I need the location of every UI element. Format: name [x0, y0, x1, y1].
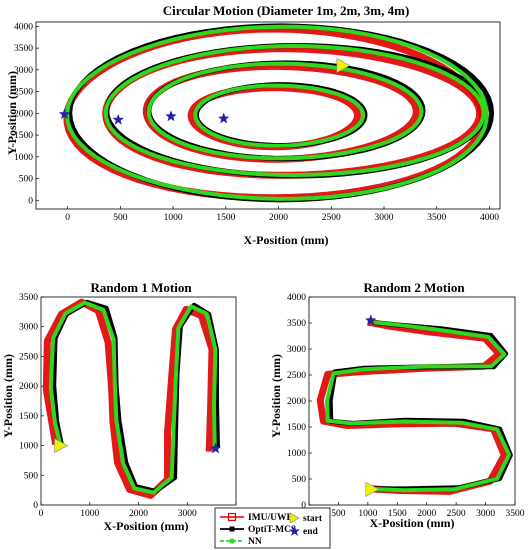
- legend-imu-label: IMU/UWB: [248, 513, 294, 523]
- random2-ytick-label: 500: [292, 475, 307, 485]
- random1-ytick-label: 3000: [19, 323, 38, 333]
- random2-opti-trace: [327, 320, 513, 492]
- random2-chart-title: Random 2 Motion: [363, 280, 465, 295]
- random2-nn-trace-dots: [326, 321, 510, 491]
- random2-ytick-label: 1500: [287, 423, 306, 433]
- random1-end-marker: [209, 442, 222, 454]
- random1-chart-title: Random 1 Motion: [90, 280, 192, 295]
- random1-motion-chart: 0100020003000400005001000150020002500300…: [19, 293, 246, 519]
- random2-end-marker: [365, 314, 377, 326]
- random1-imu-trace: [42, 298, 216, 499]
- random2-nn-trace: [325, 320, 512, 493]
- random1-ytick-label: 1500: [19, 412, 38, 422]
- circular-start-marker: [336, 57, 351, 73]
- circular-motion-chart: 0 500 1000 1500 2000 2500 3000 3500 4000 0 500 1000…: [14, 21, 501, 223]
- circular-chart-ylabel: Y-Position (mm): [5, 71, 19, 155]
- random2-xtick-label: 1500: [388, 509, 407, 519]
- random2-xtick-label: 1000: [358, 509, 377, 519]
- circular-xtick-label: 4000: [480, 213, 499, 223]
- circular-end-marker: [218, 112, 230, 124]
- random2-ytick-label: 3500: [287, 319, 306, 329]
- circular-end-marker: [58, 108, 71, 119]
- random2-xtick-label: 500: [331, 509, 346, 519]
- circular-end-marker: [112, 113, 124, 125]
- circular-ytick-label: 500: [19, 175, 34, 185]
- legend-end-marker: [289, 525, 300, 536]
- legend-imu-marker: [227, 512, 237, 522]
- random2-ytick-label: 3000: [287, 345, 306, 355]
- random1-ytick-label: 500: [24, 471, 39, 481]
- random1-ytick-label: 1000: [19, 442, 38, 452]
- circular-nn-trace-dots: [147, 62, 423, 160]
- random1-xtick-label: 3000: [178, 509, 197, 519]
- random1-nn-trace: [48, 300, 218, 495]
- random2-ytick-label: 1000: [287, 449, 306, 459]
- random2-ytick-label: 2500: [287, 371, 306, 381]
- random1-xtick-label: 1000: [80, 509, 99, 519]
- circular-xtick-label: 0: [65, 213, 70, 223]
- circular-end-marker: [165, 110, 177, 122]
- legend: IMU/UWB OptiT-MCS NN start end: [214, 507, 331, 549]
- random2-imu-trace: [316, 318, 508, 495]
- legend-nn-marker: [229, 538, 235, 544]
- random2-motion-chart: 0500100015002000250030003500050010001500…: [287, 293, 525, 519]
- circular-chart-title: Circular Motion (Diameter 1m, 2m, 3m, 4m…: [163, 3, 410, 18]
- circular-ytick-label: 3500: [14, 44, 33, 54]
- circular-xtick-label: 3500: [427, 213, 446, 223]
- circular-nn-trace: [193, 83, 366, 148]
- legend-opti-label: OptiT-MCS: [248, 525, 296, 535]
- random1-ytick-label: 3500: [19, 293, 38, 303]
- random2-ytick-label: 2000: [287, 397, 306, 407]
- random1-xtick-label: 0: [39, 509, 44, 519]
- circular-axes-frame: [35, 21, 501, 210]
- random2-xtick-label: 3000: [476, 509, 495, 519]
- random2-xtick-label: 2500: [447, 509, 466, 519]
- circular-xtick-label: 2000: [269, 213, 288, 223]
- legend-start-marker: [289, 512, 300, 524]
- random2-start-marker: [365, 481, 380, 497]
- circular-chart-xlabel: X-Position (mm): [244, 233, 329, 247]
- random2-xtick-label: 3500: [506, 509, 525, 519]
- random2-ytick-label: 4000: [287, 293, 306, 303]
- circular-xtick-label: 1000: [164, 213, 183, 223]
- circular-ytick-label: 2000: [14, 109, 33, 119]
- random2-ytick-label: 0: [301, 501, 306, 511]
- legend-end-label: end: [303, 527, 319, 537]
- random1-chart-ylabel: Y-Position (mm): [1, 354, 15, 438]
- random2-chart-xlabel: X-Position (mm): [370, 516, 455, 530]
- legend-start-label: start: [303, 514, 323, 524]
- circular-xtick-label: 2500: [322, 213, 341, 223]
- random1-ytick-label: 2500: [19, 352, 38, 362]
- random1-ytick-label: 2000: [19, 382, 38, 392]
- random1-nn-trace-dots: [50, 301, 217, 494]
- random1-ytick-label: 0: [33, 501, 38, 511]
- random1-chart-xlabel: X-Position (mm): [104, 519, 189, 533]
- circular-xtick-label: 500: [113, 213, 128, 223]
- legend-opti-marker: [229, 526, 235, 532]
- random1-start-marker: [54, 438, 69, 454]
- random2-xtick-label: 2000: [417, 509, 436, 519]
- circular-nn-trace-dots: [66, 26, 488, 200]
- random1-opti-trace: [51, 299, 220, 494]
- random2-chart-ylabel: Y-Position (mm): [269, 354, 283, 438]
- circular-xtick-label: 3000: [375, 213, 394, 223]
- circular-ytick-label: 3000: [14, 66, 33, 76]
- legend-nn-label: NN: [248, 537, 262, 547]
- circular-ytick-label: 1500: [14, 131, 33, 141]
- circular-ytick-label: 0: [28, 196, 33, 206]
- circular-nn-trace: [103, 43, 486, 178]
- circular-ytick-label: 2500: [14, 88, 33, 98]
- random1-xtick-label: 2000: [129, 509, 148, 519]
- circular-xtick-label: 1500: [216, 213, 235, 223]
- circular-ytick-label: 1000: [14, 153, 33, 163]
- circular-ytick-label: 4000: [14, 22, 33, 32]
